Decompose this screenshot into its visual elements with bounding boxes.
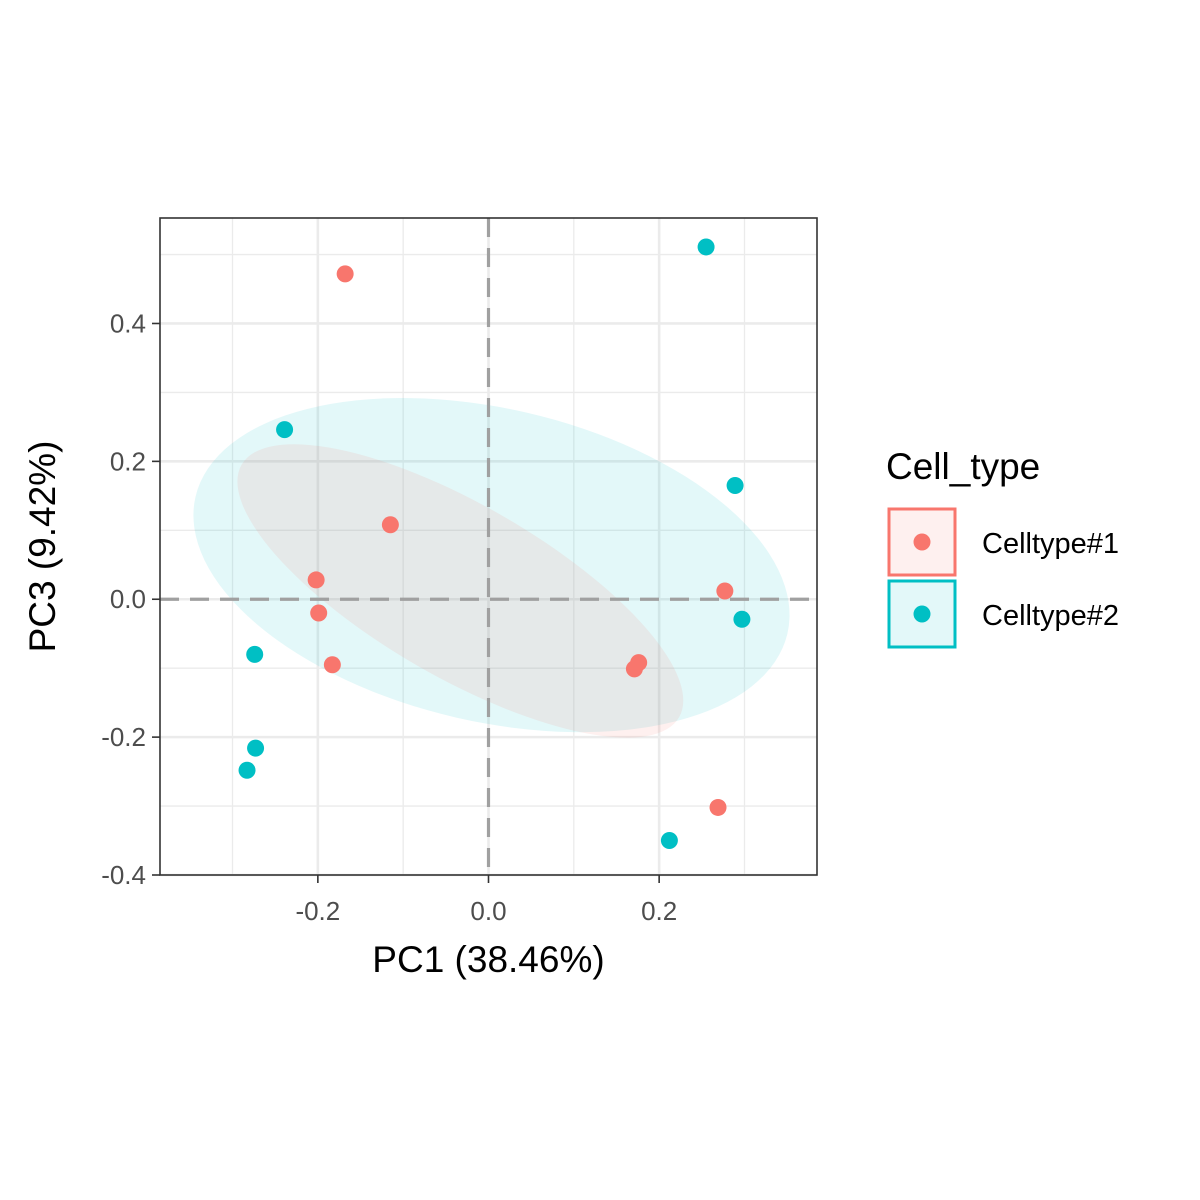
data-point xyxy=(625,660,643,678)
legend-label: Celltype#2 xyxy=(982,600,1119,632)
data-point xyxy=(733,610,751,628)
data-point xyxy=(238,761,256,779)
legend-entries: Celltype#1 Celltype#2 xyxy=(887,507,1119,649)
x-axis-title: PC1 (38.46%) xyxy=(372,939,604,980)
data-point xyxy=(276,421,294,439)
data-point xyxy=(310,604,328,622)
data-point xyxy=(323,656,341,674)
x-tick-label: -0.2 xyxy=(295,896,340,926)
data-point xyxy=(307,571,325,589)
data-point xyxy=(247,739,265,757)
data-point xyxy=(660,832,678,850)
data-point xyxy=(246,645,264,663)
confidence-ellipses xyxy=(193,398,790,738)
data-point xyxy=(697,238,715,256)
y-tick-label: 0.2 xyxy=(110,446,146,476)
legend-key xyxy=(887,507,957,577)
data-points xyxy=(238,238,751,850)
data-point xyxy=(381,516,399,534)
data-point xyxy=(716,582,734,600)
data-point xyxy=(726,476,744,494)
y-tick-label: 0.4 xyxy=(110,308,146,338)
legend-key-point xyxy=(913,605,931,623)
x-tick-label: 0.0 xyxy=(470,896,506,926)
data-point xyxy=(709,798,727,816)
legend-label: Celltype#1 xyxy=(982,528,1119,560)
y-tick-label: -0.2 xyxy=(101,722,146,752)
legend: Cell_type Celltype#1 Celltype#2 xyxy=(886,446,1119,649)
data-point xyxy=(336,265,354,283)
y-tick-label: -0.4 xyxy=(101,860,146,890)
y-axis-title: PC3 (9.42%) xyxy=(22,441,63,653)
y-tick-label: 0.0 xyxy=(110,584,146,614)
ellipse-celltype-1 xyxy=(237,444,684,738)
x-axis-ticks: -0.2 0.0 0.2 xyxy=(295,875,677,926)
y-axis-ticks: -0.4 -0.2 0.0 0.2 0.4 xyxy=(101,308,160,890)
reference-lines xyxy=(160,218,817,875)
ellipse-celltype-2 xyxy=(193,398,790,733)
x-tick-label: 0.2 xyxy=(641,896,677,926)
legend-key-point xyxy=(913,533,931,551)
legend-title: Cell_type xyxy=(886,446,1040,487)
